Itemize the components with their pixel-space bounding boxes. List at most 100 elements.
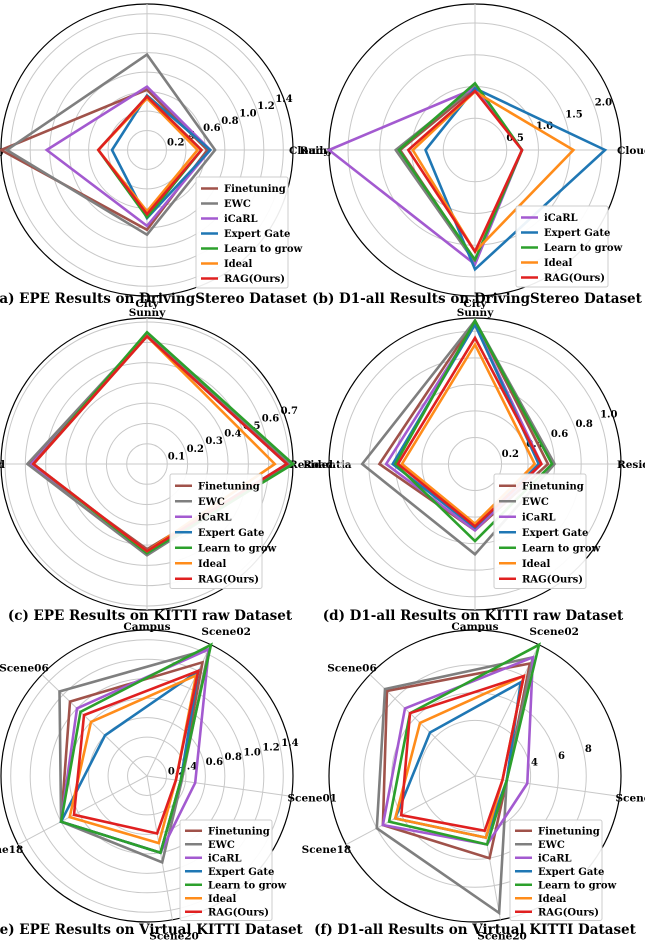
legend-label-learn-to-grow: Learn to grow	[198, 543, 277, 554]
legend-label-finetuning: Finetuning	[538, 826, 600, 837]
legend-label-ewc: EWC	[208, 840, 235, 851]
tick-label: .4	[185, 130, 195, 141]
tick-label: 0.6	[206, 757, 223, 768]
series-ewc	[4, 52, 217, 237]
series-rag-ours	[399, 674, 526, 833]
tick-label: 1.0	[243, 747, 260, 758]
legend-label-learn-to-grow: Learn to grow	[522, 543, 601, 554]
tick-label: 2.0	[595, 97, 612, 108]
spoke	[146, 644, 212, 777]
legend-box	[179, 819, 273, 921]
tick-label: 1.4	[275, 94, 292, 105]
spoke	[474, 775, 501, 920]
axis-label-road: Road	[0, 459, 6, 471]
tick-label: 0.7	[281, 406, 298, 417]
legend-label-icarl: iCaRL	[224, 214, 258, 225]
spoke	[41, 674, 148, 777]
legend-label-finetuning: Finetuning	[224, 184, 286, 195]
legend-label-ewc: EWC	[198, 497, 225, 508]
legend-label-ewc: EWC	[538, 840, 565, 851]
tick-label: .4	[187, 762, 197, 773]
tick-label: 0.6	[551, 429, 568, 440]
axis-label-road: Road	[303, 459, 334, 471]
tick-label: 0.3	[205, 436, 222, 447]
axis-label-rainy: Rainy	[300, 145, 334, 157]
tick-label: 0.8	[575, 419, 592, 430]
axis-label-scene20: Scene20	[477, 931, 527, 941]
tick-label: 1.0	[600, 409, 617, 420]
tick-label: 0.4	[224, 429, 241, 440]
series-learn-to-grow	[96, 94, 204, 220]
series-finetuning	[381, 661, 532, 860]
legend-label-ideal: Ideal	[538, 894, 567, 905]
radar-chart-5: 0.2.4 0.6 0.8 1.0 1.2 1.4Scene01Scene02Scene0…	[0, 626, 337, 941]
axis-label-scene18: Scene18	[0, 844, 23, 856]
series-icarl	[59, 647, 211, 855]
tick-label: 0.2	[502, 449, 519, 460]
grid-ring	[107, 736, 187, 816]
tick-label: 0.8	[225, 752, 242, 763]
caption: (e) EPE Results on Virtual KITTI Dataset	[0, 922, 304, 938]
grid-ring	[127, 756, 167, 796]
legend-label-rag-ours: RAG(Ours)	[544, 273, 605, 284]
axis-label-city: City	[463, 298, 487, 310]
caption: (a) EPE Results on DrivingStereo Dataset	[0, 291, 308, 307]
outer-ring	[0, 629, 294, 923]
legend-label-learn-to-grow: Learn to grow	[538, 880, 617, 891]
legend-label-expert-gate: Expert Gate	[538, 867, 604, 878]
tick-label: 1.0	[536, 121, 553, 132]
radar-chart-4: 0.20.40.60.81.0ResidentialCityRoadCampus…	[303, 298, 645, 633]
caption: (b) D1-all Results on DrivingStereo Data…	[312, 291, 643, 307]
legend-box	[509, 819, 603, 921]
tick-label: 1.4	[281, 738, 298, 749]
tick-label: 1.0	[239, 109, 256, 120]
series-learn-to-grow	[397, 81, 524, 263]
axis-label-sunny: Sunny	[457, 307, 494, 319]
legend-label-icarl: iCaRL	[208, 853, 242, 864]
axis-label-scene06: Scene06	[0, 663, 49, 675]
legend-label-rag-ours: RAG(Ours)	[538, 907, 599, 918]
series-ewc	[375, 655, 535, 916]
caption: (c) EPE Results on KITTI raw Dataset	[8, 608, 293, 624]
legend-label-expert-gate: Expert Gate	[208, 867, 274, 878]
legend-label-rag-ours: RAG(Ours)	[522, 574, 583, 585]
legend-label-finetuning: Finetuning	[522, 481, 584, 492]
legend-label-learn-to-grow: Learn to grow	[208, 880, 287, 891]
series-rag-ours	[72, 668, 200, 836]
legend-label-ideal: Ideal	[544, 258, 573, 269]
series-rag-ours	[406, 89, 524, 255]
legend-label-ewc: EWC	[522, 497, 549, 508]
tick-label: 0.6	[203, 123, 220, 134]
legend-label-rag-ours: RAG(Ours)	[208, 907, 269, 918]
legend-label-ideal: Ideal	[522, 559, 551, 570]
series-expert-gate	[110, 93, 213, 221]
radar-chart-2: 0.51.01.52.0CloudyFoggyRainySunnyiCaRLEx…	[300, 3, 645, 319]
spoke	[17, 775, 148, 845]
series-icarl	[44, 85, 213, 228]
axis-label-city: City	[135, 298, 159, 310]
radar-chart-6: 4 6 8 Scene01 Scene02 Scene06 Scene18 Scene20 Fi…	[302, 626, 645, 941]
legend-label-ewc: EWC	[224, 199, 251, 210]
caption: (d) D1-all Results on KITTI raw Dataset	[323, 608, 624, 624]
spoke	[146, 775, 173, 920]
legend-label-rag-ours: RAG(Ours)	[224, 274, 285, 285]
legend-label-expert-gate: Expert Gate	[198, 528, 264, 539]
tick-label: 1.5	[565, 109, 582, 120]
legend-label-icarl: iCaRL	[544, 213, 578, 224]
grid-ring	[29, 658, 265, 894]
axis-label-scene06: Scene06	[327, 663, 377, 675]
axis-label-sunny: Sunny	[129, 307, 166, 319]
spoke	[146, 775, 292, 797]
tick-label: 6	[558, 751, 565, 762]
legend-label-icarl: iCaRL	[198, 512, 232, 523]
legend-label-ideal: Ideal	[224, 259, 253, 270]
legend-box	[195, 176, 289, 289]
legend-label-ideal: Ideal	[208, 894, 237, 905]
legend-label-rag-ours: RAG(Ours)	[198, 574, 259, 585]
tick-label: 0.8	[221, 116, 238, 127]
legend-box	[493, 473, 587, 589]
tick-label: 0.2	[187, 444, 204, 455]
outer-ring	[328, 629, 622, 923]
axis-label-scene01: Scene01	[287, 793, 337, 805]
